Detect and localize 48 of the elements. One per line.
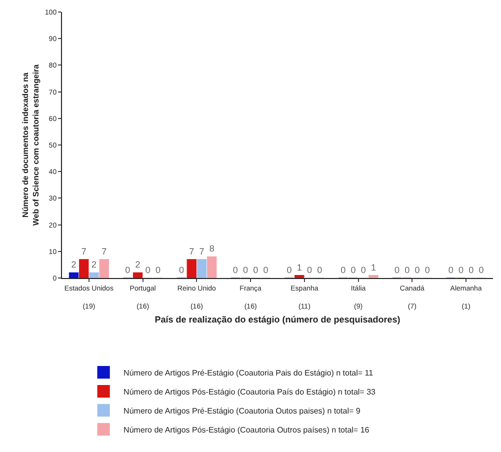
data-label: 0: [350, 265, 356, 275]
data-label: 0: [155, 265, 160, 275]
data-label: 2: [71, 260, 76, 270]
data-label: 0: [448, 265, 454, 275]
bar: [99, 259, 109, 278]
bar: [196, 259, 207, 278]
bar: [206, 256, 217, 278]
data-label: 0: [253, 265, 258, 275]
data-label: 0: [478, 265, 484, 275]
data-label: 0: [360, 265, 366, 275]
legend-label: Número de Artigos Pós-Estágio (Coautoria País do Estágio) n total= 33: [124, 387, 376, 396]
data-label: 0: [468, 265, 474, 275]
data-label: 0: [414, 265, 420, 275]
data-label: 0: [286, 265, 292, 275]
data-label: 0: [317, 265, 322, 275]
data-label: 0: [125, 265, 130, 275]
data-label: 0: [263, 265, 268, 275]
data-label: 0: [424, 265, 430, 275]
bar: [68, 272, 79, 278]
data-label: 2: [91, 260, 96, 270]
data-label: 0: [306, 265, 312, 275]
data-label: 7: [189, 246, 194, 256]
data-label: 7: [199, 246, 204, 256]
data-label: 1: [370, 262, 376, 272]
legend-label: Número de Artigos Pré-Estágio (Coautoria Pais do Estágio) n total= 11: [124, 368, 374, 378]
bar: [79, 259, 89, 278]
data-label: 0: [404, 265, 410, 275]
bar: [294, 275, 304, 278]
bar: [368, 275, 378, 278]
data-label: 7: [102, 246, 107, 256]
data-label: 0: [145, 265, 150, 275]
data-label: 2: [135, 260, 140, 270]
data-label: 0: [340, 265, 346, 275]
data-label: 8: [209, 244, 214, 254]
x-axis-title: País de realização do estágio (número de pesquisadores): [154, 314, 400, 324]
legend-label: Número de Artigos Pós-Estágio (Coautoria Outros países) n total= 16: [124, 425, 370, 434]
data-label: 0: [179, 265, 184, 275]
data-label: 0: [394, 265, 400, 275]
data-label: 1: [296, 262, 302, 272]
data-label: 7: [81, 246, 86, 256]
bar: [132, 272, 143, 278]
data-label: 0: [458, 265, 464, 275]
bar: [186, 259, 196, 278]
data-label: 0: [232, 265, 238, 275]
data-label: 0: [243, 265, 248, 275]
bar: [89, 272, 99, 278]
legend-label: Número de Artigos Pré-Estágio (Coautoria Outos paises) n total= 9: [124, 406, 361, 416]
y-axis-title: Número de documentos indexados na Web of Science com coautoria estrangeira: [21, 64, 41, 226]
